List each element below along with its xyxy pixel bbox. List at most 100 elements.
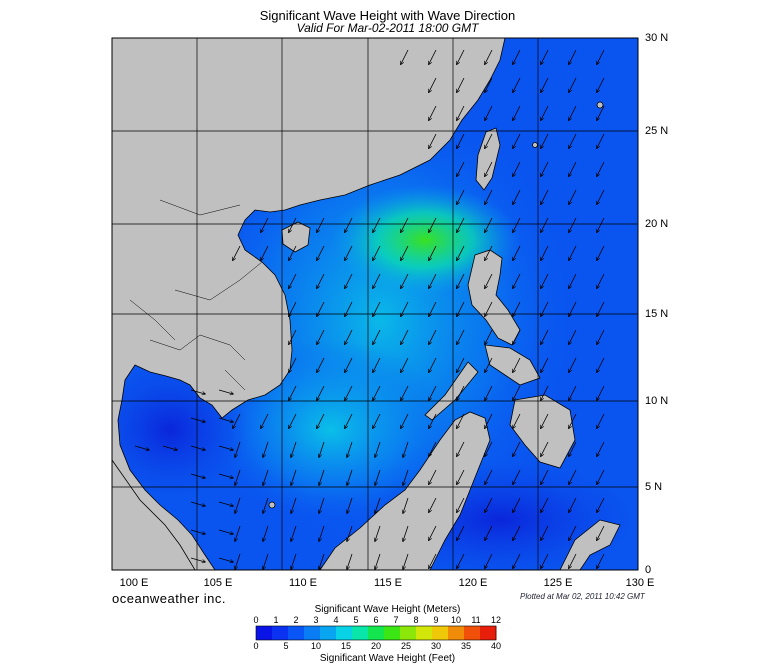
wave-arrow — [485, 77, 493, 92]
colorbar-meters-title: Significant Wave Height (Meters) — [314, 604, 461, 615]
colorbar-feet-tick: 5 — [283, 641, 289, 651]
natuna-island — [268, 501, 276, 509]
wave-arrow — [261, 245, 269, 260]
colorbar-swatch — [432, 626, 449, 640]
wave-arrow — [289, 301, 297, 316]
wave-arrow — [403, 553, 409, 569]
wave-arrow — [457, 189, 465, 204]
colorbar-border — [255, 625, 497, 641]
wave-arrow — [541, 413, 549, 428]
wave-arrow — [345, 217, 353, 232]
colorbar-meters-tick: 10 — [450, 615, 461, 625]
lat-label-10n: 10 N — [645, 395, 669, 407]
wave-arrow — [190, 557, 205, 562]
wave-arrow — [541, 133, 549, 148]
wave-arrow — [513, 189, 521, 204]
wave-arrow — [263, 469, 269, 485]
wave-arrow — [569, 469, 577, 484]
colorbar-swatch — [384, 626, 401, 640]
wave-arrow — [569, 385, 577, 400]
wave-arrow — [429, 413, 437, 428]
wave-arrow — [513, 301, 521, 316]
wave-arrow — [569, 189, 577, 204]
wave-arrow — [429, 49, 437, 64]
wave-arrow — [513, 469, 521, 484]
wave-arrow — [289, 245, 297, 260]
ryukyu-island — [532, 142, 538, 148]
wave-arrow — [597, 189, 605, 204]
visayas-islands — [484, 344, 541, 386]
colorbar-meters-tick: 4 — [333, 615, 339, 625]
wave-arrow — [485, 329, 493, 344]
wave-arrow — [569, 357, 577, 372]
wave-arrow — [289, 357, 297, 372]
wave-arrow — [513, 245, 521, 260]
wave-arrow — [289, 273, 297, 288]
wave-arrow — [541, 441, 549, 456]
wave-arrow — [513, 133, 521, 148]
wave-arrow — [597, 273, 605, 288]
wave-arrow — [134, 445, 149, 450]
colorbar-swatch — [288, 626, 305, 640]
wave-arrow — [218, 417, 233, 422]
colorbar-feet-tick: 40 — [490, 641, 501, 651]
country-borders — [129, 199, 263, 391]
wave-arrow — [485, 413, 493, 428]
wave-arrow — [345, 357, 353, 372]
wave-arrow — [291, 525, 297, 541]
wave-arrow — [597, 301, 605, 316]
colorbar-swatch — [368, 626, 385, 640]
wave-arrow — [513, 161, 521, 176]
wave-arrow — [345, 273, 353, 288]
colorbar-swatch — [400, 626, 417, 640]
wave-arrow — [569, 273, 577, 288]
colorbar-feet-tick: 25 — [400, 641, 411, 651]
lon-label-105e: 105 E — [203, 577, 233, 589]
wave-arrow — [401, 245, 409, 260]
wave-arrow — [541, 217, 549, 232]
lat-label-30n: 30 N — [645, 32, 669, 44]
wave-arrow — [485, 105, 493, 120]
wave-arrow — [597, 357, 605, 372]
wave-arrow — [485, 357, 493, 372]
wave-arrow — [513, 357, 521, 372]
wave-arrow — [541, 245, 549, 260]
wave-arrow — [457, 469, 465, 484]
mindanao-island — [509, 394, 576, 469]
colorbar-meters-tick: 11 — [471, 615, 481, 625]
wave-arrow — [457, 301, 465, 316]
wave-arrow — [597, 385, 605, 400]
wave-arrow — [261, 217, 269, 232]
colorbar — [255, 625, 497, 641]
wave-arrow — [541, 357, 549, 372]
wave-arrow — [190, 417, 205, 422]
wave-arrow — [190, 501, 205, 506]
colorbar-feet-tick: 10 — [310, 641, 321, 651]
wave-arrow — [190, 473, 205, 478]
colorbar-meters-tick: 2 — [293, 615, 299, 625]
wave-arrow — [597, 525, 605, 540]
asia-mainland — [112, 38, 506, 570]
wave-arrow — [513, 497, 521, 512]
wave-arrow — [345, 413, 353, 428]
wave-arrow — [373, 245, 381, 260]
wave-arrow — [319, 525, 325, 541]
colorbar-meters-tick: 8 — [413, 615, 419, 625]
wave-arrow — [457, 413, 465, 428]
wave-arrow — [401, 329, 409, 344]
wave-arrow — [317, 413, 325, 428]
wave-arrow — [375, 525, 381, 541]
wave-arrow — [429, 105, 437, 120]
wave-arrow — [485, 133, 493, 148]
wave-arrow — [541, 497, 549, 512]
wave-arrow — [401, 357, 409, 372]
wave-arrow — [541, 553, 549, 568]
wave-arrow — [235, 441, 241, 457]
wave-arrow — [345, 245, 353, 260]
wave-arrow — [569, 133, 577, 148]
wave-arrow — [429, 133, 437, 148]
wave-arrow — [235, 553, 241, 569]
wave-arrow — [541, 49, 549, 64]
wave-arrow — [347, 553, 353, 569]
wave-arrow — [541, 77, 549, 92]
